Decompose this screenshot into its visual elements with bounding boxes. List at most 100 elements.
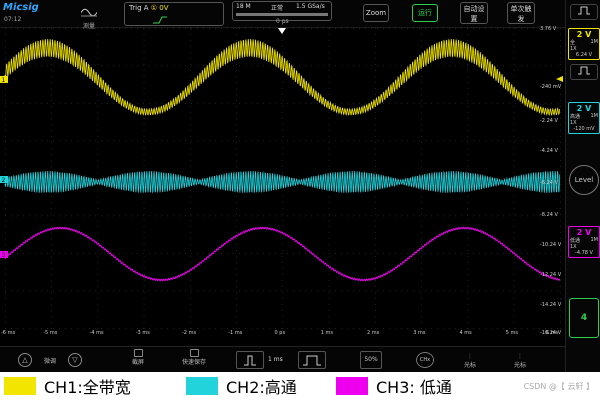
grid-dot — [149, 28, 150, 29]
grid-dot — [5, 154, 6, 155]
grid-dot — [467, 298, 469, 299]
ch3-marker[interactable]: 3 — [0, 251, 8, 259]
grid-dot — [455, 290, 456, 292]
timebase-increase-button[interactable] — [298, 351, 326, 369]
grid-dot — [190, 28, 191, 29]
ch2-settings[interactable]: 2 V 高通 1M 1X -120 mV — [568, 102, 600, 134]
grid-dot — [251, 65, 252, 67]
grid-dot — [89, 28, 90, 29]
grid-dot — [203, 65, 204, 67]
trigger-position-marker[interactable] — [278, 28, 286, 34]
chx-button[interactable]: CHx — [416, 352, 434, 368]
grid-dot — [539, 65, 540, 67]
grid-dot — [233, 215, 234, 217]
auto-setup-button[interactable]: 自动设置 — [460, 2, 488, 24]
grid-dot — [5, 208, 6, 209]
grid-dot — [467, 232, 469, 233]
grid-dot — [197, 103, 198, 104]
grid-dot — [119, 253, 120, 254]
ch4-button[interactable]: 4 — [569, 298, 599, 338]
grid-dot — [83, 28, 84, 29]
grid-dot — [185, 290, 186, 292]
grid-dot — [375, 178, 376, 179]
grid-dot — [299, 253, 300, 254]
pulse-low-button[interactable] — [570, 64, 598, 80]
grid-dot — [407, 290, 408, 292]
zoom-button[interactable]: Zoom — [363, 4, 389, 22]
grid-dot — [455, 253, 456, 254]
grid-dot — [173, 328, 174, 329]
pulse-high-button[interactable] — [570, 4, 598, 20]
cursor-button[interactable]: ⋮ 光标 — [460, 353, 480, 369]
grid-dot — [236, 322, 237, 323]
grid-dot — [282, 214, 284, 215]
fine-up-button[interactable]: ▽ — [68, 353, 82, 367]
grid-dot — [437, 28, 438, 29]
quick-save-button[interactable]: 快速保存 — [178, 349, 210, 366]
grid-dot — [97, 34, 99, 35]
grid-dot — [275, 140, 276, 142]
grid-dot — [425, 290, 426, 292]
grid-dot — [375, 328, 376, 329]
measure-button[interactable]: 测量 — [78, 2, 100, 30]
cursor-button-2[interactable]: ⋮ 光标 — [510, 353, 530, 369]
grid-dot — [233, 253, 234, 254]
ch3-settings[interactable]: 2 V 低通 1M 1X -4.78 V — [568, 226, 600, 258]
grid-dot — [197, 28, 198, 29]
grid-dot — [97, 250, 99, 251]
grid-dot — [236, 106, 237, 107]
grid-dot — [467, 130, 469, 131]
grid-dot — [275, 103, 276, 104]
acquisition-info[interactable]: 18 M 正常 1.5 GSa/s — [232, 1, 332, 21]
grid-dot — [328, 244, 330, 245]
grid-dot — [375, 322, 376, 323]
grid-dot — [143, 286, 145, 287]
grid-dot — [143, 140, 144, 142]
grid-dot — [236, 160, 237, 161]
level-knob[interactable]: Level — [569, 165, 599, 195]
grid-dot — [143, 88, 145, 89]
grid-dot — [375, 304, 376, 305]
grid-dot — [41, 65, 42, 67]
grid-dot — [421, 280, 422, 281]
grid-dot — [5, 148, 6, 149]
screenshot-button[interactable]: 截屏 — [128, 349, 148, 366]
grid-dot — [375, 76, 376, 77]
grid-dot — [143, 220, 145, 221]
grid-dot — [282, 196, 284, 197]
grid-dot — [23, 28, 24, 29]
run-stop-button[interactable]: 运行 — [412, 4, 438, 22]
grid-dot — [425, 28, 426, 29]
grid-dot — [335, 28, 336, 29]
trigger-level-arrow[interactable] — [556, 76, 563, 82]
grid-dot — [375, 232, 376, 233]
grid-dot — [227, 65, 228, 67]
memory-depth: 18 M — [236, 3, 251, 10]
grid-dot — [467, 202, 469, 203]
ch1-marker[interactable]: 1 — [0, 76, 8, 84]
grid-dot — [305, 28, 306, 29]
grid-dot — [77, 290, 78, 292]
grid-dot — [161, 178, 162, 179]
grid-dot — [282, 226, 284, 227]
trigger-info[interactable]: Trig A ① 0V — [124, 2, 224, 26]
volt-tick: 3.76 V — [540, 26, 557, 32]
grid-dot — [371, 65, 372, 67]
single-trigger-button[interactable]: 单次触发 — [507, 2, 535, 24]
grid-dot — [560, 172, 561, 173]
grid-dot — [236, 118, 237, 119]
timebase-decrease-button[interactable] — [236, 351, 264, 369]
grid-dot — [5, 64, 6, 65]
grid-dot — [431, 253, 432, 254]
grid-dot — [467, 154, 469, 155]
grid-dot — [227, 290, 228, 292]
fine-down-button[interactable]: △ — [18, 353, 32, 367]
grid-dot — [491, 28, 492, 29]
ch1-settings[interactable]: 2 V 全 1M 1X 6.24 V — [568, 28, 600, 60]
grid-dot — [5, 130, 6, 131]
grid-dot — [335, 253, 336, 254]
trigger-50-percent-button[interactable]: 50% — [360, 351, 382, 369]
ch2-marker[interactable]: 2 — [0, 176, 8, 184]
grid-dot — [155, 28, 156, 29]
grid-dot — [185, 140, 186, 142]
